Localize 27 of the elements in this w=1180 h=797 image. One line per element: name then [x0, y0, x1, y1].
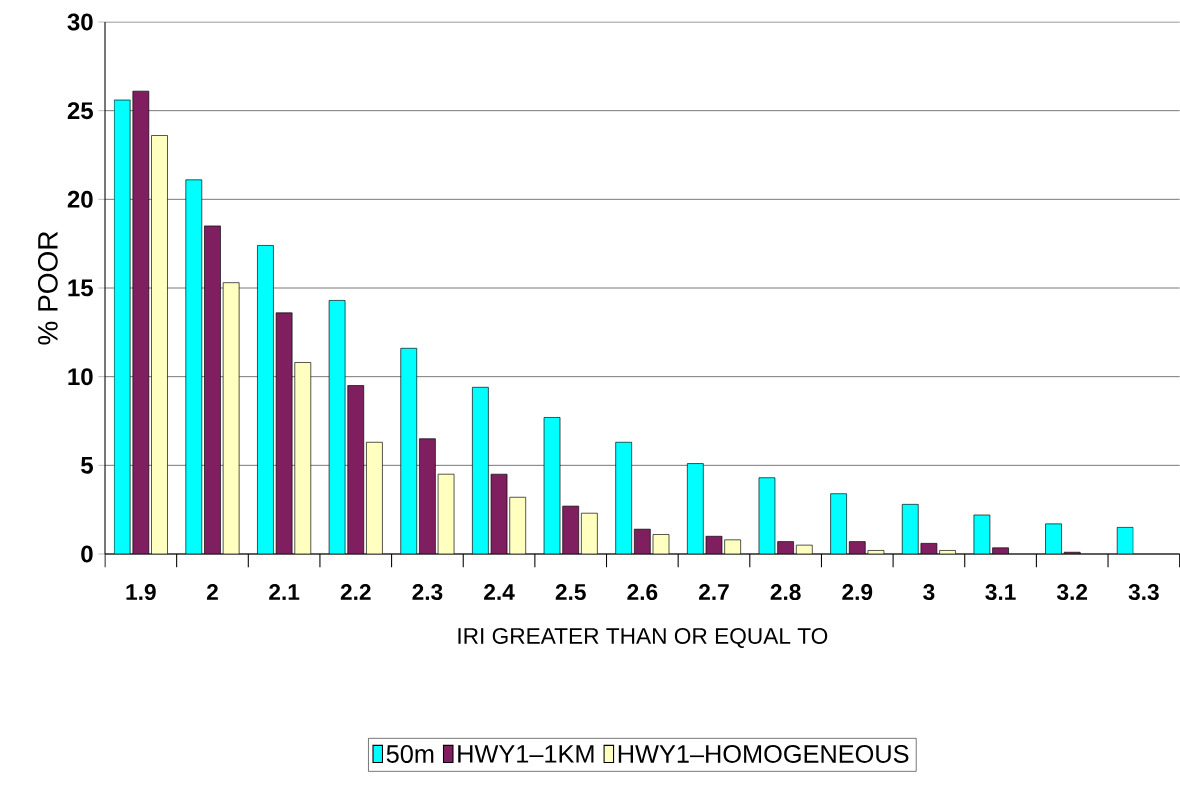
y-tick-label: 20 — [67, 190, 93, 208]
x-tick-label: 2.1 — [269, 584, 300, 600]
x-tick-label: 2.3 — [412, 584, 443, 601]
x-tick-label: 2.9 — [842, 584, 873, 601]
legend-label: HWY1–1KM — [458, 745, 594, 763]
x-tick-label: 3.3 — [1128, 584, 1159, 601]
x-tick-label: 3 — [923, 584, 935, 601]
x-tick-label: 2.8 — [770, 584, 801, 601]
x-tick-label: 2.6 — [627, 584, 658, 601]
x-tick-label: 3.2 — [1056, 584, 1088, 601]
x-tick-label: 2 — [206, 584, 218, 600]
x-tick-label: 2.7 — [699, 584, 729, 600]
x-tick-label: 2.4 — [484, 584, 515, 600]
y-tick-label: 0 — [81, 545, 93, 563]
y-tick-label: 5 — [81, 456, 93, 474]
legend-label: HWY1–HOMOGENEOUS — [618, 745, 909, 763]
x-axis-title: IRI GREATER THAN OR EQUAL TO — [458, 627, 828, 649]
x-tick-label: 1.9 — [126, 584, 156, 601]
y-tick-label: 10 — [68, 368, 93, 386]
x-tick-label: 3.1 — [985, 584, 1016, 601]
y-axis-title: % POOR — [37, 231, 58, 345]
legend-label: 50m — [386, 745, 434, 763]
x-tick-label: 2.2 — [340, 584, 371, 600]
x-tick-label: 2.5 — [555, 584, 586, 601]
y-tick-label: 25 — [67, 102, 93, 120]
y-tick-label: 15 — [68, 279, 93, 297]
y-tick-label: 30 — [67, 13, 93, 31]
